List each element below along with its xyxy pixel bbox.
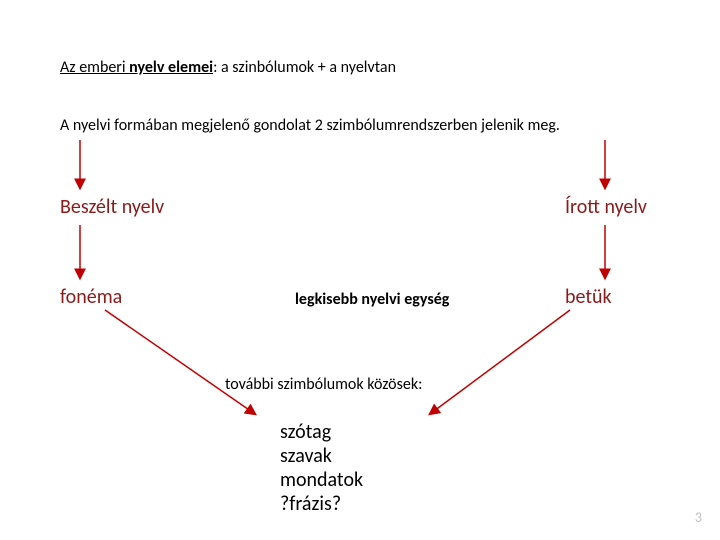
common-symbols-label: további szimbólumok közösek: — [225, 375, 422, 394]
letters-label: betük — [565, 285, 612, 309]
title-bold: nyelv elemei — [129, 58, 213, 77]
list-item: ?frázis? — [280, 492, 363, 516]
symbol-list: szótag szavak mondatok ?frázis? — [280, 420, 363, 516]
title-suffix: : a szinbólumok + a nyelvtan — [213, 58, 396, 77]
list-item: szótag — [280, 420, 363, 444]
smallest-unit-label: legkisebb nyelvi egység — [295, 290, 449, 309]
list-item: mondatok — [280, 468, 363, 492]
subtitle-line: A nyelvi formában megjelenő gondolat 2 s… — [60, 116, 560, 135]
title-line: Az emberi nyelv elemei: a szinbólumok + … — [60, 58, 396, 77]
list-item: szavak — [280, 444, 363, 468]
phoneme-label: fonéma — [60, 285, 122, 309]
title-prefix: Az emberi — [60, 58, 129, 77]
page-number: 3 — [695, 509, 702, 526]
arrow — [105, 310, 255, 414]
arrow — [430, 310, 570, 414]
spoken-language-label: Beszélt nyelv — [60, 195, 164, 219]
written-language-label: Írott nyelv — [565, 195, 647, 219]
